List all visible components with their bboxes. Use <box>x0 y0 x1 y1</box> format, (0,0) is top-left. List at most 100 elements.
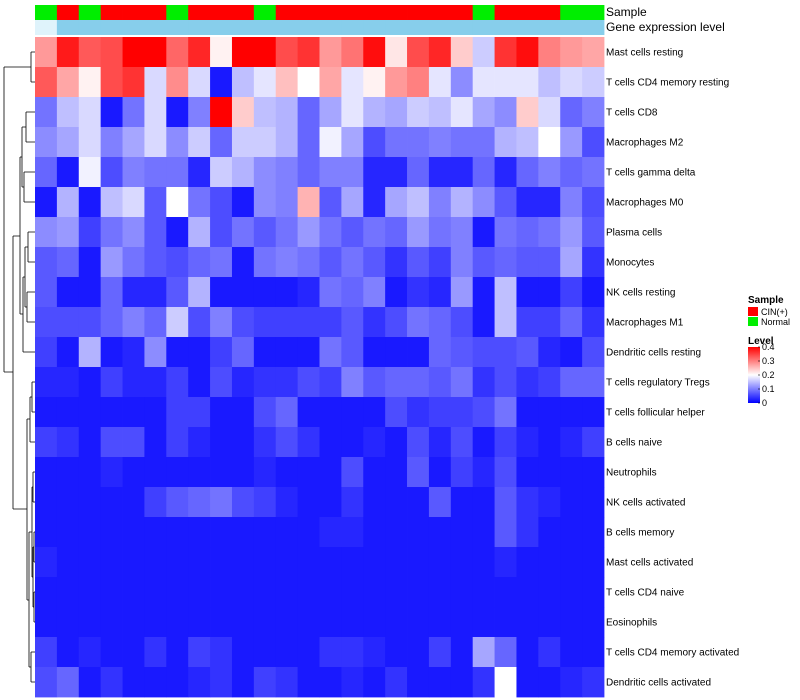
heatmap-cell <box>56 157 80 188</box>
heatmap-cell <box>166 67 189 98</box>
heatmap-cell <box>100 487 123 518</box>
heatmap-cell <box>407 397 430 428</box>
heatmap-cell <box>275 427 299 458</box>
heatmap-cell <box>297 127 320 158</box>
heatmap-cell <box>538 127 561 158</box>
heatmap-cell <box>100 667 123 698</box>
expression-annotation-cell <box>472 20 495 35</box>
heatmap-cell <box>122 577 145 608</box>
row-label: Mast cells activated <box>606 558 693 569</box>
heatmap-cell <box>428 547 452 578</box>
heatmap-cell <box>122 67 145 98</box>
sample-annotation-cell <box>582 5 605 20</box>
heatmap-cell <box>188 187 211 218</box>
heatmap-cell <box>341 97 364 128</box>
heatmap-cell <box>78 67 102 98</box>
heatmap-cell <box>122 97 145 128</box>
heatmap-cell <box>188 67 211 98</box>
heatmap-cell <box>494 37 517 68</box>
heatmap-cell <box>560 367 583 398</box>
heatmap-cell <box>210 217 233 248</box>
heatmap-cell <box>78 247 102 278</box>
heatmap-cell <box>494 607 517 638</box>
heatmap-cell <box>385 367 408 398</box>
heatmap-cell <box>407 97 430 128</box>
heatmap-cell <box>428 667 452 698</box>
heatmap-cell <box>275 97 299 128</box>
heatmap-cell <box>231 487 255 518</box>
heatmap-cell <box>407 307 430 338</box>
heatmap-cell <box>78 637 102 668</box>
expression-annotation-cell <box>363 20 386 35</box>
heatmap-cell <box>319 637 342 668</box>
heatmap-cell <box>210 457 233 488</box>
expression-annotation-cell <box>100 20 123 35</box>
heatmap-cell <box>363 127 386 158</box>
expression-annotation-cell <box>275 20 299 35</box>
heatmap-cell <box>144 247 167 278</box>
heatmap-cell <box>516 457 539 488</box>
heatmap-cell <box>319 457 342 488</box>
heatmap-cell <box>210 127 233 158</box>
heatmap-cell <box>363 607 386 638</box>
heatmap-cell <box>56 637 80 668</box>
heatmap-cell <box>450 247 474 278</box>
heatmap-cell <box>341 307 364 338</box>
heatmap-cell <box>166 337 189 368</box>
heatmap-cell <box>341 37 364 68</box>
heatmap-cell <box>407 607 430 638</box>
expression-annotation-cell <box>538 20 561 35</box>
heatmap-cell <box>385 217 408 248</box>
heatmap-cell <box>516 157 539 188</box>
heatmap-cell <box>472 187 495 218</box>
heatmap-cell <box>231 67 255 98</box>
heatmap-cell <box>407 367 430 398</box>
heatmap-cell <box>253 457 277 488</box>
heatmap-cell <box>516 37 539 68</box>
row-label: Monocytes <box>606 258 654 269</box>
heatmap-cell <box>144 547 167 578</box>
heatmap-cell <box>450 157 474 188</box>
heatmap-cell <box>560 577 583 608</box>
heatmap-cell <box>363 397 386 428</box>
heatmap-cell <box>560 127 583 158</box>
heatmap-cell <box>407 247 430 278</box>
heatmap-cell <box>560 667 583 698</box>
heatmap-cell <box>166 37 189 68</box>
heatmap-cell <box>472 607 495 638</box>
heatmap-cell <box>341 127 364 158</box>
heatmap-cell <box>582 217 605 248</box>
heatmap-cell <box>210 37 233 68</box>
sample-annotation-cell <box>56 5 80 20</box>
heatmap-cell <box>166 607 189 638</box>
heatmap-cell <box>166 247 189 278</box>
heatmap-cell <box>166 427 189 458</box>
heatmap-cell <box>341 157 364 188</box>
row-label: NK cells activated <box>606 498 685 509</box>
heatmap-cell <box>166 307 189 338</box>
heatmap-cell <box>35 97 58 128</box>
heatmap-cell <box>341 367 364 398</box>
heatmap-cell <box>144 487 167 518</box>
heatmap-cell <box>472 337 495 368</box>
heatmap-cell <box>144 217 167 248</box>
heatmap-cell <box>78 667 102 698</box>
sample-annotation-cell <box>144 5 167 20</box>
heatmap-cell <box>385 187 408 218</box>
heatmap-cell <box>494 667 517 698</box>
expression-annotation-cell <box>231 20 255 35</box>
heatmap-cell <box>494 97 517 128</box>
legend-sample-label: CIN(+) <box>761 307 788 317</box>
heatmap-cell <box>253 307 277 338</box>
heatmap-cell <box>275 367 299 398</box>
legend-level-tick-label: 0.4 <box>762 342 775 352</box>
sample-annotation-cell <box>516 5 539 20</box>
heatmap-cell <box>538 367 561 398</box>
heatmap-cell <box>385 67 408 98</box>
heatmap-cell <box>231 607 255 638</box>
heatmap-cell <box>494 127 517 158</box>
heatmap-cell <box>494 427 517 458</box>
heatmap-cell <box>56 277 80 308</box>
row-labels: Mast cells resting T cells CD4 memory res… <box>606 48 739 689</box>
heatmap-cell <box>428 337 452 368</box>
